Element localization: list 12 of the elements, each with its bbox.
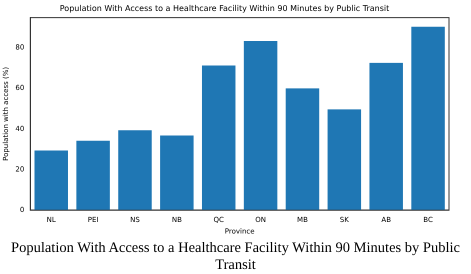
- chart-title: Population With Access to a Healthcare Facility Within 90 Minutes by Public Transit: [60, 4, 390, 13]
- bar: [369, 62, 403, 210]
- bar: [160, 136, 194, 210]
- bar: [328, 109, 362, 210]
- bar: [286, 88, 320, 210]
- bar: [411, 26, 445, 210]
- bar: [118, 130, 152, 210]
- text: Population With Access to a Healthcare Facility Within 90 Minutes by Public Transit: [10, 240, 461, 274]
- bar: [34, 150, 68, 210]
- bar: [244, 40, 278, 210]
- bar: [76, 140, 110, 210]
- bar: [202, 65, 236, 210]
